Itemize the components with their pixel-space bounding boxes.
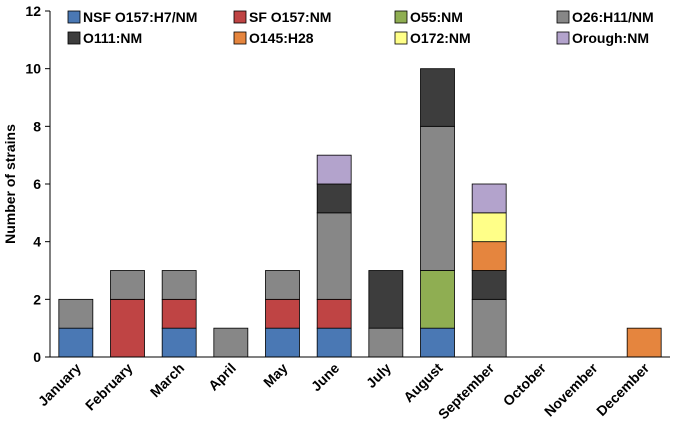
bar-segment xyxy=(420,68,455,127)
bar-segment xyxy=(265,298,300,329)
bar-segment xyxy=(316,183,352,214)
bar-segment xyxy=(420,327,455,358)
x-tick-label: May xyxy=(260,360,291,391)
bar-segment xyxy=(265,327,300,358)
bar-segment xyxy=(420,125,455,271)
x-tick-label: August xyxy=(400,360,446,406)
bar-segment xyxy=(161,327,197,358)
bar-segment xyxy=(161,270,197,300)
y-tick-label: 0 xyxy=(33,349,41,365)
legend: NSF O157:H7/NM SF O157:NM O55:NM O26:H11/NM… xyxy=(67,9,654,46)
x-tick-label: October xyxy=(500,359,550,409)
bar-segment xyxy=(110,270,145,300)
legend-swatch xyxy=(556,31,570,45)
bar-segment xyxy=(471,270,507,300)
legend-label: SF O157:NM xyxy=(249,9,331,25)
bar-segment xyxy=(471,241,507,271)
bars xyxy=(58,68,662,358)
legend-label: O111:NM xyxy=(83,30,142,46)
x-tick-label: June xyxy=(308,360,343,395)
bar-segment xyxy=(420,270,455,329)
y-tick-label: 2 xyxy=(33,291,41,307)
x-tick-label: July xyxy=(363,360,394,391)
y-axis-title: Number of strains xyxy=(2,124,18,244)
y-tick-label: 10 xyxy=(25,61,41,77)
bar-segment xyxy=(471,183,507,214)
bar-segment xyxy=(58,298,94,329)
bar-segment xyxy=(58,327,94,358)
x-tick-label: January xyxy=(35,360,84,409)
legend-swatch xyxy=(67,10,81,24)
legend-swatch xyxy=(233,31,247,45)
bar-segment xyxy=(471,298,507,358)
x-tick-label: September xyxy=(435,359,498,422)
bar-segment xyxy=(213,327,249,358)
y-tick-label: 8 xyxy=(33,118,41,134)
legend-label: NSF O157:H7/NM xyxy=(83,9,197,25)
x-tick-label: February xyxy=(82,360,136,414)
legend-swatch xyxy=(394,31,408,45)
bar-segment xyxy=(471,212,507,243)
legend-label: Orough:NM xyxy=(572,30,649,46)
legend-label: O172:NM xyxy=(410,30,471,46)
x-tick-label: March xyxy=(147,360,187,400)
bar-segment xyxy=(110,298,145,358)
y-tick-label: 4 xyxy=(33,234,41,250)
y-tick-label: 12 xyxy=(25,3,41,19)
x-tick-label: April xyxy=(205,360,239,394)
bar-segment xyxy=(316,327,352,358)
legend-swatch xyxy=(394,10,408,24)
bar-segment xyxy=(626,327,662,358)
bar-segment xyxy=(368,327,404,358)
x-tick-label: December xyxy=(593,359,653,419)
legend-swatch xyxy=(233,10,247,24)
y-axis-ticks: 0 2 4 6 8 10 12 xyxy=(25,3,50,365)
bar-segment xyxy=(265,270,300,300)
legend-swatch xyxy=(67,31,81,45)
bar-segment xyxy=(316,212,352,300)
legend-swatch xyxy=(556,10,570,24)
bar-segment xyxy=(316,298,352,329)
legend-label: O145:H28 xyxy=(249,30,314,46)
y-tick-label: 6 xyxy=(33,176,41,192)
x-tick-label: November xyxy=(541,359,601,419)
legend-label: O55:NM xyxy=(410,9,463,25)
bar-segment xyxy=(368,270,404,329)
bar-segment xyxy=(161,298,197,329)
legend-label: O26:H11/NM xyxy=(572,9,654,25)
bar-segment xyxy=(316,154,352,185)
